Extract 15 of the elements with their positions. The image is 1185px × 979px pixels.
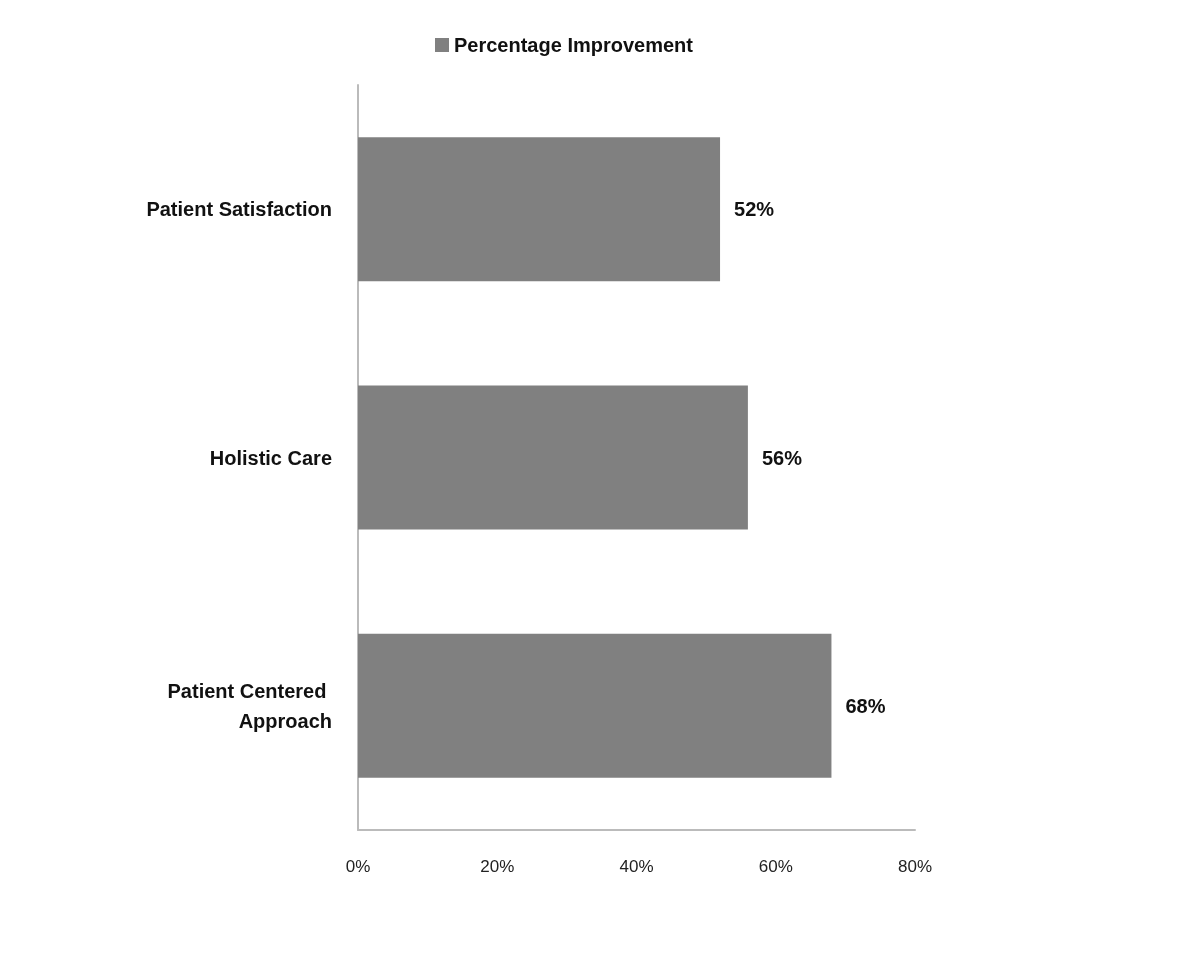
data-label: 56%: [761, 446, 803, 469]
bar: [358, 633, 832, 778]
y-tick-label: Holistic Care: [209, 446, 332, 469]
x-tick-label: 20%: [480, 857, 515, 876]
legend-label: Percentage Improvement: [454, 34, 694, 56]
bar: [358, 385, 748, 530]
bar: [358, 137, 721, 282]
data-label: 52%: [734, 198, 775, 221]
x-tick-label: 60%: [758, 857, 793, 876]
y-tick-label: Patient Satisfaction: [146, 198, 332, 221]
y-tick-label: Patient Centered Approach: [167, 679, 332, 732]
data-label: 68%: [845, 694, 886, 717]
x-tick-label: 0%: [345, 857, 371, 876]
x-tick-label: 80%: [897, 857, 933, 876]
x-tick-label: 40%: [619, 857, 654, 876]
